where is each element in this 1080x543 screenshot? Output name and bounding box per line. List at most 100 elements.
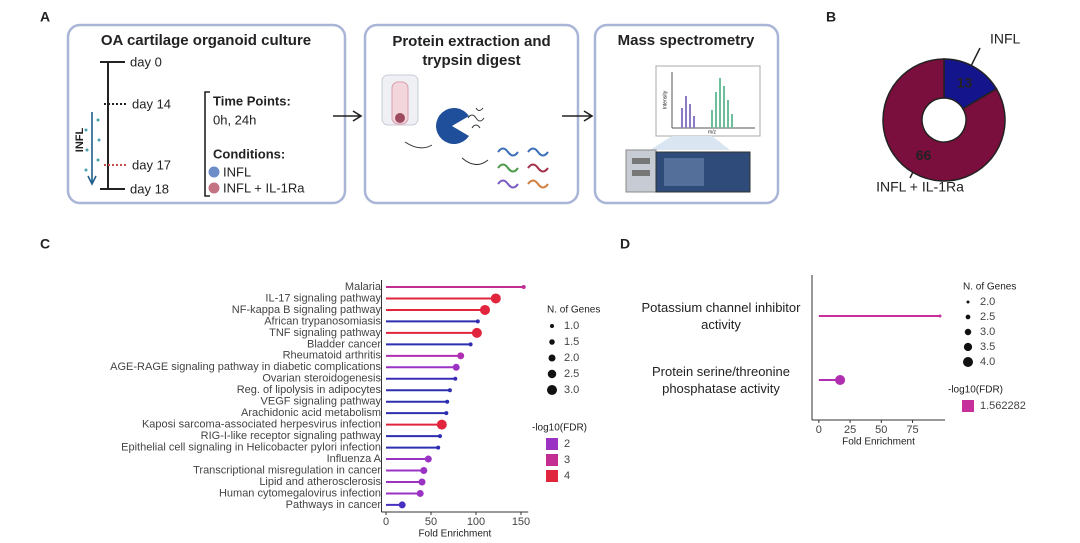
time-points-title: Time Points: xyxy=(213,93,291,108)
category-label: Malaria xyxy=(345,281,382,293)
legend-title: -log10(FDR) xyxy=(532,423,587,434)
arrow xyxy=(562,110,594,122)
lollipop-dot xyxy=(471,327,482,338)
peptides xyxy=(467,107,485,129)
category-label: AGE-RAGE signaling pathway in diabetic c… xyxy=(110,361,381,373)
category-label: Bladder cancer xyxy=(307,338,381,350)
medium-dots xyxy=(84,118,101,172)
category-label: Pathways in cancer xyxy=(286,499,382,511)
legend-title: -log10(FDR) xyxy=(948,385,1003,396)
x-tick-label: 150 xyxy=(512,516,530,528)
lollipop-dot xyxy=(447,388,452,393)
treatment-label: INFL xyxy=(74,128,86,153)
x-axis-label: Fold Enrichment xyxy=(842,437,915,448)
lollipop-dot xyxy=(475,319,480,324)
x-tick-label: 100 xyxy=(467,516,485,528)
x-axis-label: Fold Enrichment xyxy=(418,529,491,540)
category-label: Ovarian steroidogenesis xyxy=(262,373,381,385)
bracket xyxy=(204,91,210,197)
legend-size xyxy=(547,385,557,395)
x-tick-label: 0 xyxy=(816,424,822,436)
category-label: Protein serine/threonine phosphatase act… xyxy=(651,364,791,396)
day-label: day 0 xyxy=(130,54,162,69)
lollipop-dot xyxy=(480,304,490,315)
panel-letter: A xyxy=(40,9,50,25)
category-label: Epithelial cell signaling in Helicobacte… xyxy=(121,441,381,453)
legend-label: 3.5 xyxy=(980,341,995,353)
screen-beam xyxy=(650,136,730,150)
lollipop-dot xyxy=(457,352,465,360)
treatment-arrow xyxy=(87,112,97,186)
box xyxy=(363,23,580,205)
arrow xyxy=(404,141,433,149)
peptide-fragments xyxy=(497,147,549,189)
lollipop-dot xyxy=(436,445,441,450)
x-tick-label: 50 xyxy=(425,516,437,528)
legend-label: 3 xyxy=(564,454,570,466)
conditions-title: Conditions: xyxy=(213,146,285,161)
category-label: Kaposi sarcoma-associated herpesvirus in… xyxy=(142,419,381,431)
lollipop-dot xyxy=(938,314,942,318)
category-label: INFL xyxy=(990,31,1021,47)
category-label: RIG-I-like receptor signaling pathway xyxy=(201,430,382,442)
lollipop-dot xyxy=(424,455,432,463)
lollipop-dot xyxy=(521,285,526,289)
value-label: 66 xyxy=(916,147,932,163)
value-label: 13 xyxy=(957,75,973,91)
lollipop-dot xyxy=(418,478,426,486)
category-label: TNF signaling pathway xyxy=(269,327,381,339)
legend-label: 3.0 xyxy=(564,384,579,396)
lollipop-dot xyxy=(452,363,460,371)
lollipop-dot xyxy=(438,434,442,439)
legend-size xyxy=(548,354,556,362)
lollipop-dot xyxy=(416,489,424,497)
legend-label: 4.0 xyxy=(980,356,995,368)
trypsin xyxy=(436,108,469,144)
legend-size xyxy=(963,342,973,352)
category-label: INFL + IL-1Ra xyxy=(876,179,964,195)
legend-swatch xyxy=(546,454,558,466)
spectrum-peaks xyxy=(681,78,733,128)
lollipop-dot xyxy=(835,375,846,385)
legend-swatch xyxy=(962,400,974,412)
panel-letter: D xyxy=(620,236,630,252)
condition-label: INFL + IL-1Ra xyxy=(223,180,305,195)
x-tick-label: 75 xyxy=(906,424,918,436)
day-label: day 14 xyxy=(132,96,171,111)
condition-label: INFL xyxy=(223,164,251,179)
lollipop-dot xyxy=(468,342,473,347)
legend-title: N. of Genes xyxy=(963,282,1016,293)
legend-label: 2.5 xyxy=(980,311,995,323)
category-label: Rheumatoid arthritis xyxy=(283,350,382,362)
legend-label: 3.0 xyxy=(980,326,995,338)
legend-size xyxy=(963,357,973,367)
lollipop-dot xyxy=(490,293,501,304)
lollipop-dot xyxy=(398,501,406,509)
legend-size xyxy=(964,328,972,336)
category-label: IL-17 signaling pathway xyxy=(265,292,381,304)
legend-label: 1.5 xyxy=(564,336,579,348)
legend-label: 4 xyxy=(564,470,570,482)
condition-icon xyxy=(208,166,220,178)
legend-label: 2 xyxy=(564,438,570,450)
arrow xyxy=(333,110,363,122)
legend-label: 2.0 xyxy=(980,296,995,308)
condition-icon xyxy=(208,182,220,194)
lollipop-dot xyxy=(444,411,449,416)
legend-swatch xyxy=(546,470,558,482)
x-tick-label: 0 xyxy=(383,516,389,528)
panel-letter: B xyxy=(826,9,836,25)
legend-label: 2.5 xyxy=(564,368,579,380)
category-label: Influenza A xyxy=(327,453,382,465)
arrow xyxy=(461,157,489,165)
legend-size xyxy=(549,339,555,345)
category-label: Transcriptional misregulation in cancer xyxy=(193,464,381,476)
instrument xyxy=(625,149,751,193)
category-label: Arachidonic acid metabolism xyxy=(241,407,381,419)
day-label: day 18 xyxy=(130,181,169,196)
category-label: NF-kappa B signaling pathway xyxy=(232,304,382,316)
lollipop-dot xyxy=(453,376,458,381)
category-label: Reg. of lipolysis in adipocytes xyxy=(237,384,382,396)
